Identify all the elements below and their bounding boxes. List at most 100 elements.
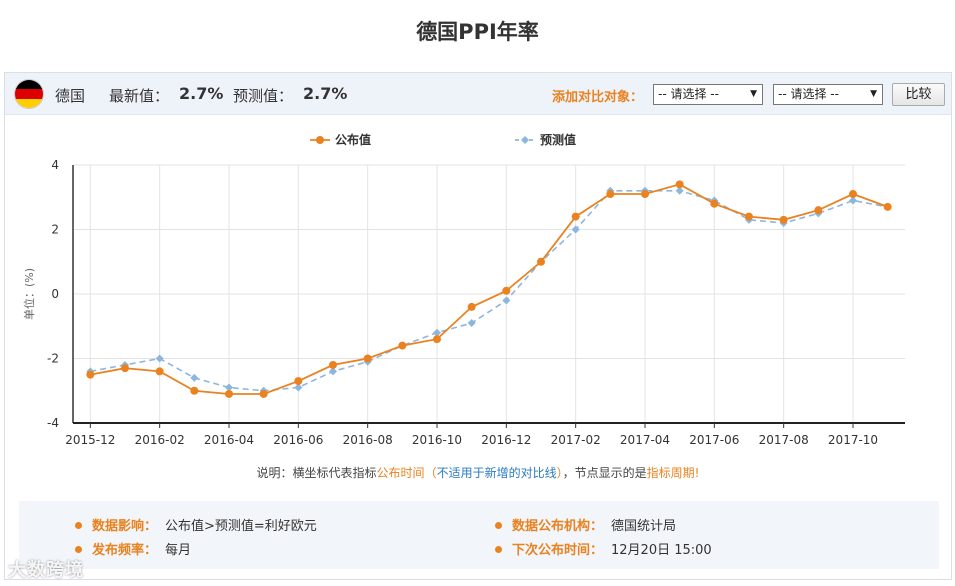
latest-label: 最新值：	[109, 87, 170, 105]
chart-panel: 德国 最新值： 2.7% 预测值： 2.7% 添加对比对象： -- 请选择 --…	[4, 72, 952, 580]
x-tick-label: 2017-10	[828, 433, 878, 447]
chevron-down-icon: ▼	[870, 89, 877, 99]
forecast-point	[190, 373, 199, 382]
x-tick-label: 2017-08	[759, 433, 809, 447]
forecast-point	[849, 196, 857, 205]
info-impact-value: 公布值>预测值=利好欧元	[165, 519, 317, 534]
chart-note: 说明：横坐标代表指标公布时间（不适用于新增的对比线），节点显示的是指标周期!	[5, 464, 951, 481]
x-tick-label: 2016-02	[135, 433, 185, 447]
series-line-actual	[90, 183, 889, 395]
actual-point	[467, 302, 476, 311]
x-tick-label: 2017-04	[620, 433, 670, 447]
note-highlight-time: 公布时间	[376, 466, 425, 480]
y-tick-label: 2	[51, 223, 59, 237]
forecast-point	[675, 186, 684, 195]
actual-point	[606, 190, 615, 199]
actual-point	[571, 212, 580, 221]
legend-marker	[521, 136, 529, 144]
forecast-point	[155, 354, 164, 363]
x-tick-label: 2016-04	[204, 433, 254, 447]
note-suffix: ，节点显示的是	[562, 466, 647, 480]
actual-point	[779, 215, 788, 224]
compare-button[interactable]: 比较	[892, 83, 945, 106]
bullet-icon	[75, 522, 82, 529]
watermark: 大数跨境	[8, 560, 84, 581]
actual-point	[433, 335, 441, 344]
info-next-value: 12月20日 15:00	[611, 543, 712, 558]
x-tick-label: 2016-12	[481, 433, 531, 447]
info-next: 下次公布时间： 12月20日 15:00	[495, 539, 712, 558]
actual-point	[745, 212, 753, 221]
forecast-point	[329, 367, 337, 376]
forecast-point	[433, 328, 441, 337]
actual-point	[155, 367, 164, 376]
forecast-point	[571, 225, 580, 234]
y-tick-label: 4	[51, 158, 59, 172]
actual-point	[675, 180, 684, 189]
actual-point	[849, 190, 857, 199]
info-agency-value: 德国统计局	[611, 519, 677, 534]
forecast-point	[467, 319, 476, 328]
forecast-point	[502, 296, 511, 305]
note-middle: 不适用于新增的对比线	[436, 466, 557, 480]
page-title: 德国PPI年率	[416, 20, 539, 44]
compare-select-2[interactable]: -- 请选择 -- ▼	[773, 84, 883, 105]
legend-label: 预测值	[540, 132, 576, 147]
x-tick-label: 2016-08	[343, 433, 393, 447]
info-impact-label: 数据影响：	[92, 519, 158, 534]
forecast-point	[225, 383, 233, 392]
compare-label: 添加对比对象：	[552, 90, 644, 105]
info-agency: 数据公布机构： 德国统计局	[495, 515, 676, 534]
forecast-point	[294, 383, 303, 392]
compare-select-1[interactable]: -- 请选择 -- ▼	[653, 84, 763, 105]
y-tick-label: 0	[51, 287, 59, 301]
country-name: 德国	[55, 87, 86, 105]
note-paren-close: ）	[556, 466, 563, 480]
actual-point	[225, 389, 233, 398]
series-line-forecast	[90, 190, 888, 392]
toolbar: 德国 最新值： 2.7% 预测值： 2.7% 添加对比对象： -- 请选择 --…	[5, 73, 951, 115]
info-frequency: 发布频率： 每月	[75, 539, 191, 558]
chevron-down-icon: ▼	[750, 89, 757, 99]
note-end: !	[694, 466, 700, 480]
y-tick-label: -4	[47, 416, 59, 430]
forecast-label: 预测值：	[233, 87, 294, 105]
x-tick-label: 2016-10	[412, 433, 462, 447]
bullet-icon	[495, 546, 502, 553]
ppi-line-chart: 4 2 0 -2 -4 2015-12 2016-02 2016-04 2016-06 2016-…	[22, 132, 905, 447]
x-tick-label: 2017-02	[551, 433, 601, 447]
compare-select-1-value: -- 请选择 --	[658, 87, 719, 101]
compare-select-2-value: -- 请选择 --	[778, 87, 839, 101]
info-next-label: 下次公布时间：	[512, 543, 604, 558]
actual-point	[294, 377, 303, 386]
note-prefix: 说明：横坐标代表指标	[256, 466, 377, 480]
actual-point	[814, 206, 823, 215]
info-frequency-value: 每月	[165, 543, 192, 558]
x-tick-label: 2015-12	[65, 433, 115, 447]
actual-point	[259, 389, 268, 398]
legend-marker	[316, 136, 324, 144]
actual-point	[86, 370, 95, 379]
actual-point	[190, 386, 199, 395]
legend-label: 公布值	[335, 132, 371, 147]
y-axis-label: 单位：(%)	[22, 268, 36, 320]
actual-point	[883, 202, 892, 211]
y-tick-label: -2	[47, 352, 59, 366]
info-box: 数据影响： 公布值>预测值=利好欧元 数据公布机构： 德国统计局 发布频率： 每月 下…	[19, 501, 939, 569]
actual-point	[121, 364, 129, 373]
x-tick-label: 2016-06	[273, 433, 323, 447]
actual-point	[363, 354, 372, 363]
actual-point	[641, 190, 649, 199]
latest-value: 2.7%	[179, 84, 224, 103]
actual-point	[710, 199, 719, 208]
info-agency-label: 数据公布机构：	[512, 519, 604, 534]
actual-point	[537, 257, 545, 266]
forecast-value: 2.7%	[303, 84, 348, 103]
bullet-icon	[75, 546, 82, 553]
bullet-icon	[495, 522, 502, 529]
x-tick-label: 2017-06	[689, 433, 739, 447]
actual-point	[398, 341, 407, 350]
note-paren-open: （	[424, 466, 437, 480]
info-impact: 数据影响： 公布值>预测值=利好欧元	[75, 515, 317, 534]
actual-point	[502, 286, 511, 295]
